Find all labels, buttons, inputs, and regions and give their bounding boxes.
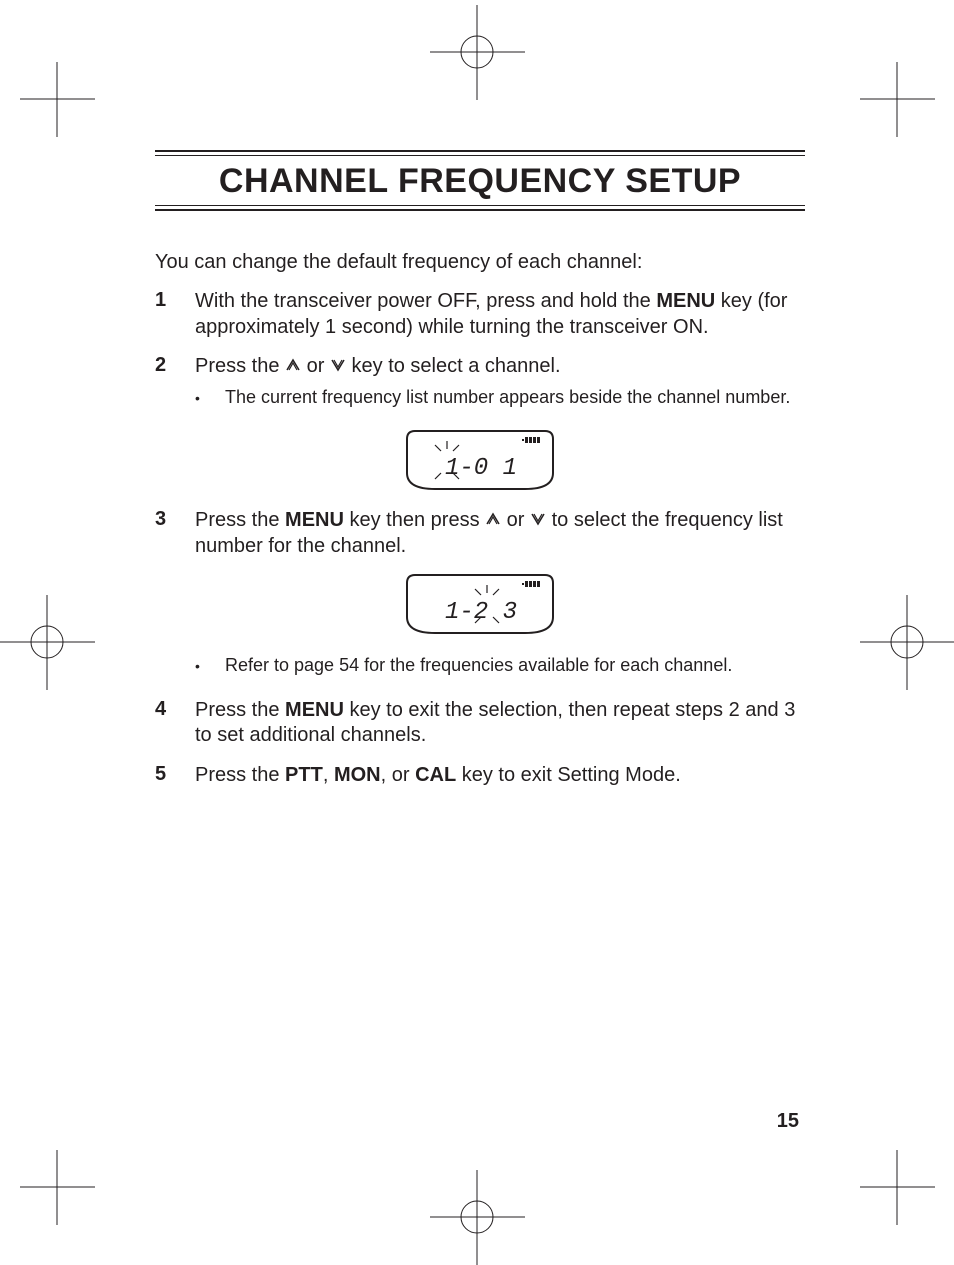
- text-run: key then press: [344, 509, 485, 531]
- register-mark-top: [430, 5, 525, 100]
- step-number: 1: [155, 289, 195, 340]
- bullet-icon: •: [195, 386, 225, 409]
- crop-mark-tr: [860, 62, 935, 137]
- crop-mark-bl: [20, 1150, 95, 1225]
- page-title: CHANNEL FREQUENCY SETUP: [219, 162, 741, 200]
- up-chevron-icon: [285, 357, 301, 373]
- sub-text: The current frequency list number appear…: [225, 386, 805, 409]
- svg-text:1-2 3: 1-2 3: [445, 599, 517, 626]
- step-1: 1 With the transceiver power OFF, press …: [155, 289, 805, 340]
- sub-bullet-row: • Refer to page 54 for the frequencies a…: [195, 654, 805, 677]
- sub-bullet-row: • The current frequency list number appe…: [195, 386, 805, 409]
- up-chevron-icon: [485, 511, 501, 527]
- step-text: Press the or key to select a channel. • …: [195, 354, 805, 415]
- text-run: Press the: [195, 509, 285, 531]
- step-number: 4: [155, 698, 195, 749]
- bullet-icon: •: [195, 654, 225, 677]
- step-number: 3: [155, 508, 195, 559]
- register-mark-left: [0, 595, 95, 690]
- key-label: MENU: [285, 699, 344, 721]
- key-label: MON: [334, 764, 381, 786]
- step-2: 2 Press the or key to select a channel. …: [155, 354, 805, 415]
- text-run: , or: [381, 764, 415, 786]
- key-label: CAL: [415, 764, 456, 786]
- text-run: Press the: [195, 355, 285, 377]
- step-text: With the transceiver power OFF, press an…: [195, 289, 805, 340]
- key-label: MENU: [656, 290, 715, 312]
- text-run: or: [501, 509, 530, 531]
- register-mark-right: [860, 595, 954, 690]
- text-run: key to select a channel.: [346, 355, 561, 377]
- text-run: Press the: [195, 699, 285, 721]
- intro-text: You can change the default frequency of …: [155, 249, 805, 275]
- text-run: Press the: [195, 764, 285, 786]
- down-chevron-icon: [530, 511, 546, 527]
- title-rule-block: CHANNEL FREQUENCY SETUP: [155, 150, 805, 211]
- text-run: ,: [323, 764, 334, 786]
- step-number: 2: [155, 354, 195, 415]
- key-label: PTT: [285, 764, 323, 786]
- sub-text: Refer to page 54 for the frequencies ava…: [225, 654, 805, 677]
- step-3: 3 Press the MENU key then press or to se…: [155, 508, 805, 559]
- register-mark-bottom: [430, 1170, 525, 1265]
- lcd-icon: 1-2 3: [405, 573, 555, 635]
- lcd-illustration-1: 1-0 1: [155, 429, 805, 496]
- step-number: 5: [155, 763, 195, 789]
- down-chevron-icon: [330, 357, 346, 373]
- crop-mark-tl: [20, 62, 95, 137]
- page-number: 15: [777, 1110, 799, 1133]
- key-label: MENU: [285, 509, 344, 531]
- text-run: or: [301, 355, 330, 377]
- step-4: 4 Press the MENU key to exit the selecti…: [155, 698, 805, 749]
- lcd-illustration-2: 1-2 3: [155, 573, 805, 640]
- step-text: Press the PTT, MON, or CAL key to exit S…: [195, 763, 805, 789]
- svg-text:1-0 1: 1-0 1: [445, 455, 517, 482]
- step-5: 5 Press the PTT, MON, or CAL key to exit…: [155, 763, 805, 789]
- text-run: key to exit Setting Mode.: [456, 764, 681, 786]
- step-text: Press the MENU key to exit the selection…: [195, 698, 805, 749]
- text-run: With the transceiver power OFF, press an…: [195, 290, 656, 312]
- step-text: Press the MENU key then press or to sele…: [195, 508, 805, 559]
- lcd-icon: 1-0 1: [405, 429, 555, 491]
- crop-mark-br: [860, 1150, 935, 1225]
- page-content: CHANNEL FREQUENCY SETUP You can change t…: [155, 150, 805, 803]
- step-3-sub: • Refer to page 54 for the frequencies a…: [155, 648, 805, 683]
